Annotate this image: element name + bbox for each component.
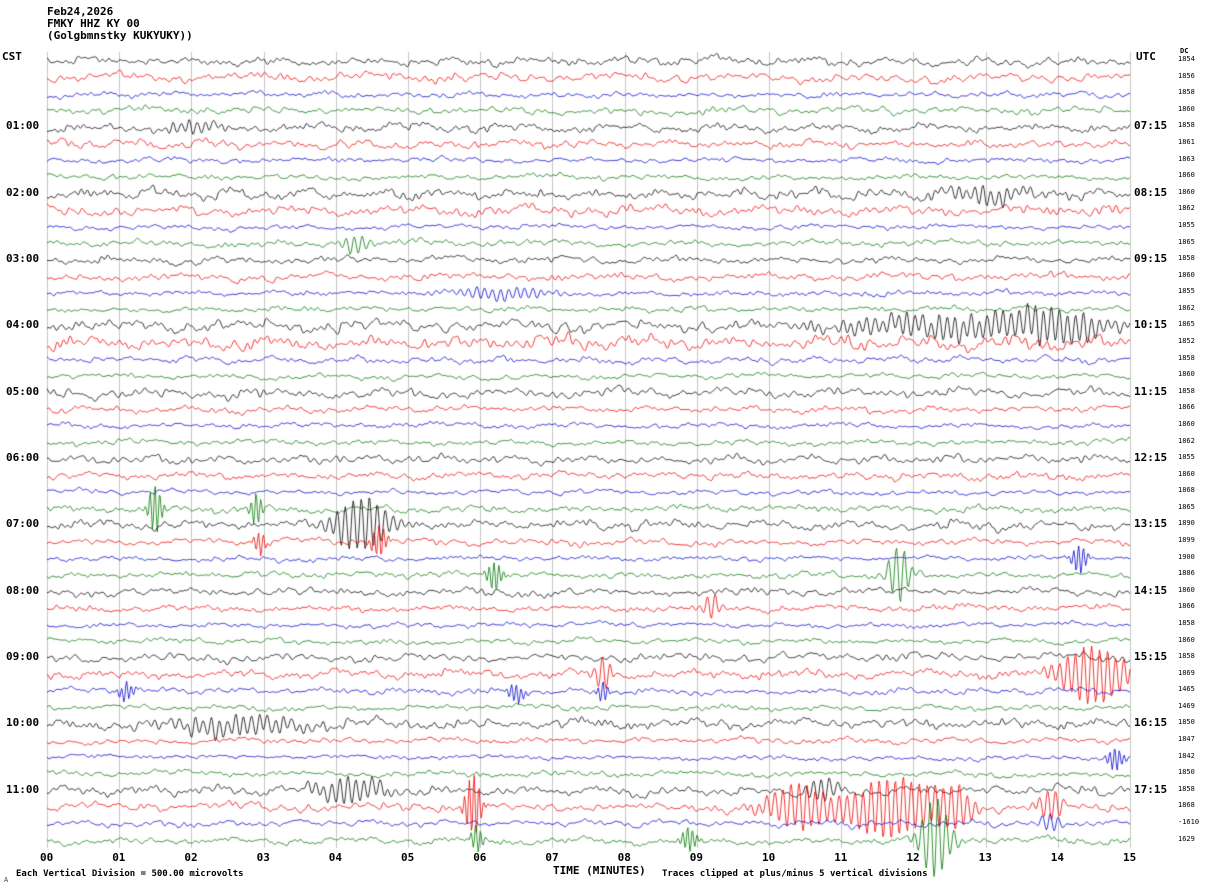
- left-time-label: 07:00: [6, 517, 40, 531]
- header-location: (Golgbmnstky KUKYUKY)): [47, 29, 193, 42]
- left-time-label: 09:00: [6, 650, 40, 664]
- right-time-label: 07:15: [1134, 119, 1168, 133]
- x-tick-label: 05: [401, 851, 415, 864]
- right-time-label: 09:15: [1134, 252, 1168, 266]
- left-time-label: 01:00: [6, 119, 40, 133]
- dc-value: 1860: [1178, 370, 1195, 379]
- dc-value: 1862: [1178, 436, 1195, 445]
- right-time-label: 11:15: [1134, 384, 1168, 398]
- dc-value: 1852: [1178, 337, 1195, 346]
- dc-value: 1860: [1178, 635, 1195, 644]
- dc-value: 1855: [1178, 287, 1195, 296]
- dc-value: 1865: [1178, 502, 1195, 511]
- x-tick-label: 01: [112, 851, 126, 864]
- corner-mark: A: [4, 876, 9, 884]
- x-tick-label: 07: [545, 851, 559, 864]
- dc-value: 1847: [1178, 735, 1195, 744]
- x-tick-label: 04: [328, 851, 343, 864]
- dc-value: 1899: [1178, 536, 1195, 545]
- x-tick-label: 14: [1050, 851, 1065, 864]
- dc-value: 1465: [1178, 685, 1195, 694]
- right-time-label: 14:15: [1134, 583, 1168, 597]
- right-time-label: 15:15: [1134, 650, 1168, 664]
- dc-value: 1469: [1178, 701, 1195, 710]
- right-time-label: 13:15: [1134, 517, 1168, 531]
- x-tick-label: 15: [1123, 851, 1137, 864]
- dc-value: 1858: [1178, 353, 1195, 362]
- left-time-label: 11:00: [6, 782, 40, 796]
- x-tick-label: 09: [689, 851, 704, 864]
- dc-value: 1890: [1178, 519, 1195, 528]
- x-tick-label: 10: [762, 851, 776, 864]
- dc-value: 1862: [1178, 303, 1195, 312]
- left-time-label: 03:00: [6, 252, 40, 266]
- dc-value: 1858: [1178, 652, 1195, 661]
- dc-value: 1866: [1178, 403, 1195, 412]
- dc-value: 1868: [1178, 801, 1195, 810]
- dc-value: 1858: [1178, 121, 1195, 130]
- x-tick-label: 03: [256, 851, 270, 864]
- dc-value: 1860: [1178, 419, 1195, 428]
- left-time-label: 04:00: [6, 318, 40, 332]
- dc-value: 1865: [1178, 237, 1195, 246]
- dc-value: 1860: [1178, 104, 1195, 113]
- dc-value: 1842: [1178, 751, 1195, 760]
- dc-column-header: DC: [1180, 47, 1189, 55]
- left-timezone-label: CST: [2, 50, 22, 63]
- right-time-label: 12:15: [1134, 451, 1168, 465]
- header-station: FMKY HHZ KY 00: [47, 17, 140, 30]
- dc-value: 1858: [1178, 784, 1195, 793]
- dc-value: 1856: [1178, 71, 1195, 80]
- dc-value: 1862: [1178, 204, 1195, 213]
- right-time-label: 10:15: [1134, 318, 1168, 332]
- x-tick-label: 13: [978, 851, 992, 864]
- dc-value: 1858: [1178, 386, 1195, 395]
- dc-value: 1860: [1178, 585, 1195, 594]
- dc-value: 1860: [1178, 469, 1195, 478]
- right-timezone-label: UTC: [1136, 50, 1156, 63]
- x-tick-label: 02: [184, 851, 198, 864]
- right-time-label: 17:15: [1134, 782, 1168, 796]
- dc-value: 1854: [1178, 55, 1195, 64]
- dc-value: 1860: [1178, 270, 1195, 279]
- left-time-label: 05:00: [6, 384, 40, 398]
- dc-value: 1858: [1178, 618, 1195, 627]
- dc-value: 1855: [1178, 453, 1195, 462]
- dc-value: -1610: [1178, 817, 1200, 826]
- dc-value: 1869: [1178, 668, 1195, 677]
- left-time-label: 10:00: [6, 716, 40, 730]
- dc-value: 1850: [1178, 718, 1195, 727]
- dc-value: 1860: [1178, 171, 1195, 180]
- dc-value: 1886: [1178, 569, 1195, 578]
- x-tick-label: 06: [473, 851, 487, 864]
- dc-value: 1863: [1178, 154, 1195, 163]
- dc-value: 1900: [1178, 552, 1195, 561]
- header-date: Feb24,2026: [47, 5, 114, 18]
- dc-value: 1629: [1178, 834, 1195, 843]
- dc-value: 1860: [1178, 187, 1195, 196]
- scale-note: Each Vertical Division = 500.00 microvol…: [16, 869, 244, 879]
- left-time-label: 06:00: [6, 451, 40, 465]
- dc-value: 1866: [1178, 602, 1195, 611]
- x-tick-label: 00: [40, 851, 54, 864]
- x-tick-label: 12: [906, 851, 920, 864]
- dc-value: 1858: [1178, 88, 1195, 97]
- dc-value: 1868: [1178, 486, 1195, 495]
- right-time-label: 08:15: [1134, 185, 1168, 199]
- left-time-label: 02:00: [6, 185, 40, 199]
- dc-value: 1861: [1178, 138, 1195, 147]
- dc-value: 1855: [1178, 220, 1195, 229]
- dc-value: 1865: [1178, 320, 1195, 329]
- x-tick-label: 11: [834, 851, 848, 864]
- left-time-label: 08:00: [6, 583, 40, 597]
- dc-value: 1858: [1178, 254, 1195, 263]
- right-time-label: 16:15: [1134, 716, 1168, 730]
- x-axis-label: TIME (MINUTES): [553, 864, 646, 877]
- dc-value: 1850: [1178, 768, 1195, 777]
- clip-note: Traces clipped at plus/minus 5 vertical …: [662, 869, 928, 879]
- x-tick-label: 08: [617, 851, 631, 864]
